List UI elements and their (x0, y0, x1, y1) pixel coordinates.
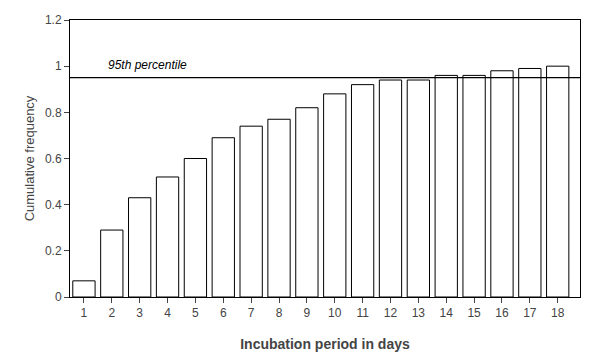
svg-text:15: 15 (467, 306, 481, 320)
svg-text:0.8: 0.8 (45, 106, 62, 120)
svg-text:0.6: 0.6 (45, 152, 62, 166)
svg-text:2: 2 (108, 306, 115, 320)
svg-text:1.2: 1.2 (45, 13, 62, 27)
svg-text:0: 0 (55, 290, 62, 304)
svg-text:11: 11 (356, 306, 369, 320)
svg-text:0.4: 0.4 (45, 198, 62, 212)
svg-text:1: 1 (81, 306, 88, 320)
svg-text:9: 9 (304, 306, 311, 320)
svg-text:8: 8 (276, 306, 283, 320)
svg-text:10: 10 (328, 306, 342, 320)
svg-text:1: 1 (55, 59, 62, 73)
svg-text:5: 5 (192, 306, 199, 320)
svg-text:7: 7 (248, 306, 255, 320)
svg-text:13: 13 (412, 306, 426, 320)
svg-text:16: 16 (495, 306, 509, 320)
svg-text:Cumulative frequency: Cumulative frequency (22, 95, 37, 221)
svg-text:14: 14 (440, 306, 454, 320)
svg-text:12: 12 (384, 306, 398, 320)
svg-text:6: 6 (220, 306, 227, 320)
svg-text:4: 4 (164, 306, 171, 320)
svg-text:18: 18 (551, 306, 565, 320)
svg-text:3: 3 (136, 306, 143, 320)
svg-text:0.2: 0.2 (45, 244, 62, 258)
svg-text:Incubation period in days: Incubation period in days (240, 336, 410, 352)
svg-text:95th percentile: 95th percentile (108, 58, 187, 72)
svg-text:17: 17 (523, 306, 537, 320)
